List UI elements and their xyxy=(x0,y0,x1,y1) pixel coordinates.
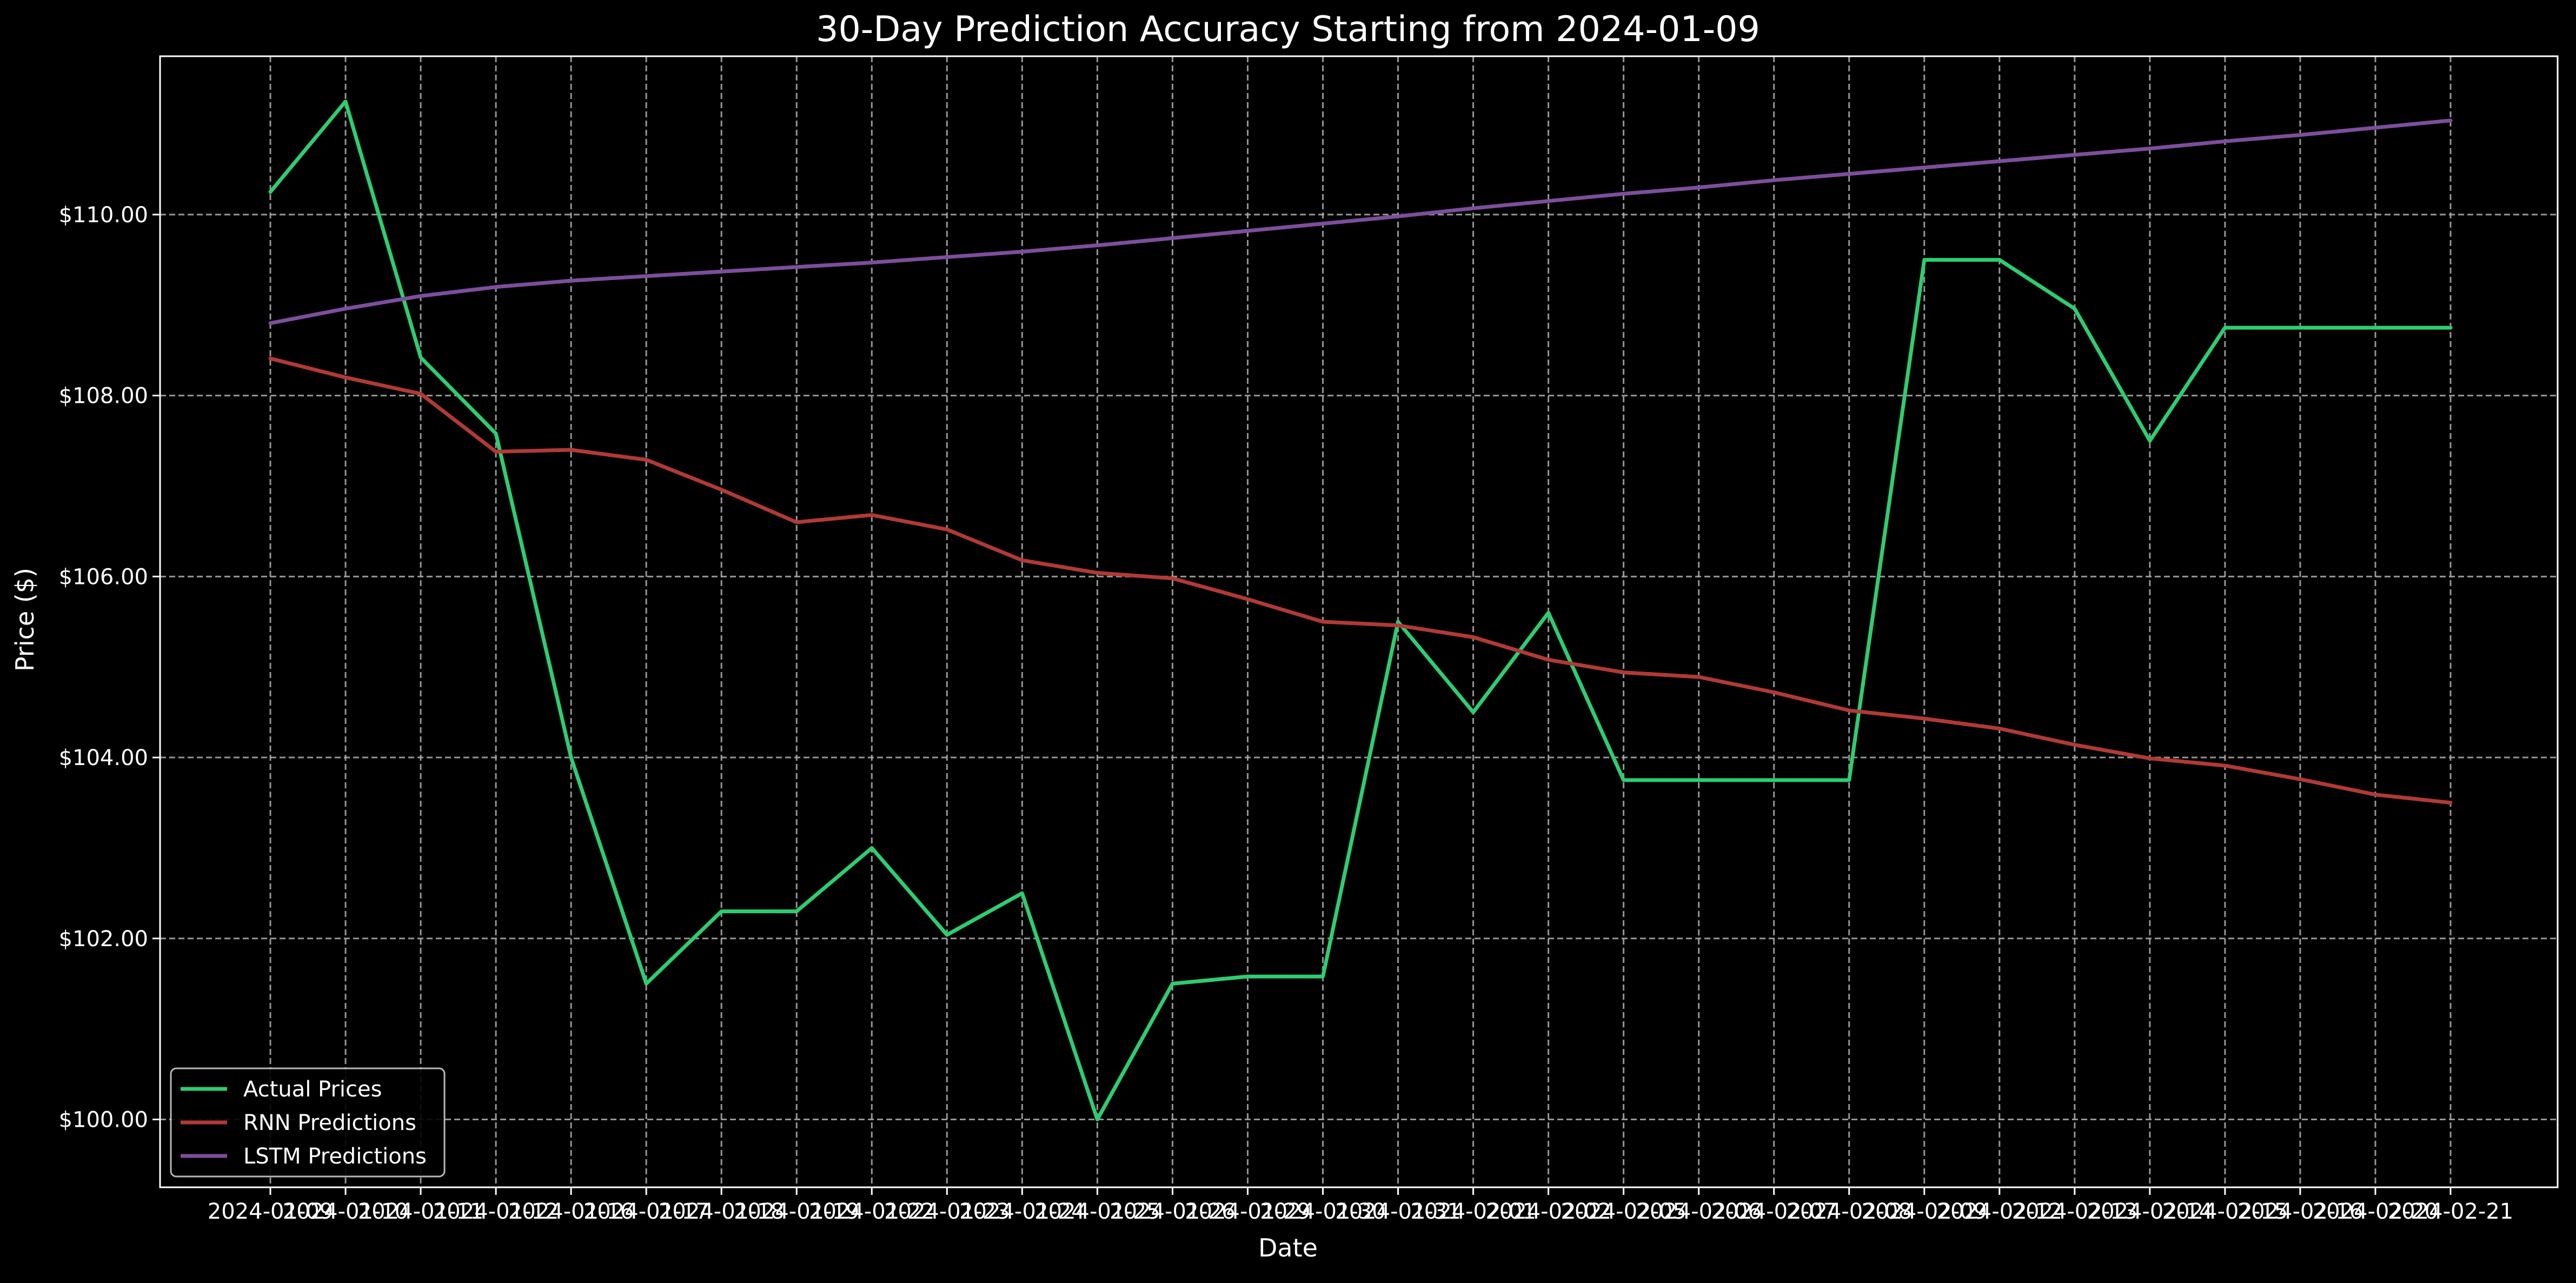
y-axis-ticks: $100.00 $102.00 $104.00 $106.00 $108.00 $110.… xyxy=(59,203,160,1132)
legend-label: Actual Prices xyxy=(243,1077,382,1102)
x-axis-label: Date xyxy=(1258,1233,1318,1262)
legend: Actual Prices RNN Predictions LSTM Predict… xyxy=(170,1067,446,1178)
x-axis-ticks: 2024-01-092024-01-102024-01-112024-01-12… xyxy=(208,1187,2513,1224)
y-tick-label: $110.00 xyxy=(59,203,148,228)
x-tick-label: 2024-01-09 xyxy=(208,1199,333,1224)
x-tick-label: 2024-01-31 xyxy=(1335,1199,1460,1224)
x-tick-label: 2024-01-29 xyxy=(1185,1199,1310,1224)
x-tick-label: 2024-01-16 xyxy=(508,1199,634,1224)
x-tick-label: 2024-01-10 xyxy=(283,1199,408,1224)
x-tick-label: 2024-02-01 xyxy=(1410,1199,1536,1224)
y-tick-label: $108.00 xyxy=(59,384,148,409)
x-tick-label: 2024-01-30 xyxy=(1260,1199,1385,1224)
x-tick-label: 2024-01-22 xyxy=(809,1199,934,1224)
legend-label: RNN Predictions xyxy=(243,1111,416,1135)
x-tick-label: 2024-02-13 xyxy=(2012,1199,2137,1224)
x-tick-label: 2024-02-20 xyxy=(2313,1199,2438,1224)
x-tick-label: 2024-01-11 xyxy=(358,1199,483,1224)
x-tick-label: 2024-02-16 xyxy=(2238,1199,2363,1224)
legend-box xyxy=(170,1067,446,1178)
x-tick-label: 2024-02-02 xyxy=(1485,1199,1611,1224)
y-tick-label: $106.00 xyxy=(59,564,148,589)
x-tick-label: 2024-01-24 xyxy=(959,1199,1085,1224)
series-line-lstm-predictions xyxy=(268,118,2453,325)
x-tick-label: 2024-01-12 xyxy=(433,1199,559,1224)
x-tick-label: 2024-02-08 xyxy=(1786,1199,1911,1224)
legend-label: LSTM Predictions xyxy=(243,1144,427,1169)
x-tick-label: 2024-02-09 xyxy=(1862,1199,1987,1224)
series-lines xyxy=(268,99,2453,1121)
x-tick-label: 2024-01-17 xyxy=(583,1199,709,1224)
x-tick-label: 2024-02-05 xyxy=(1561,1199,1686,1224)
x-tick-label: 2024-01-18 xyxy=(659,1199,784,1224)
y-axis-label: Price ($) xyxy=(10,568,39,672)
x-tick-label: 2024-02-21 xyxy=(2388,1199,2513,1224)
series-line-rnn-predictions xyxy=(268,356,2453,805)
x-tick-label: 2024-01-23 xyxy=(884,1199,1010,1224)
x-tick-label: 2024-02-07 xyxy=(1711,1199,1836,1224)
chart-title: 30-Day Prediction Accuracy Starting from… xyxy=(816,9,1760,50)
x-tick-label: 2024-02-14 xyxy=(2087,1199,2213,1224)
y-tick-label: $100.00 xyxy=(59,1107,148,1132)
plot-frame xyxy=(159,55,2559,1188)
x-tick-label: 2024-02-12 xyxy=(1937,1199,2062,1224)
x-tick-label: 2024-02-15 xyxy=(2162,1199,2288,1224)
y-tick-label: $104.00 xyxy=(59,746,148,770)
x-tick-label: 2024-01-19 xyxy=(734,1199,859,1224)
x-tick-label: 2024-01-25 xyxy=(1034,1199,1160,1224)
x-tick-label: 2024-02-06 xyxy=(1636,1199,1761,1224)
x-tick-label: 2024-01-26 xyxy=(1110,1199,1235,1224)
series-line-actual-prices xyxy=(268,99,2453,1121)
y-tick-label: $102.00 xyxy=(59,927,148,952)
